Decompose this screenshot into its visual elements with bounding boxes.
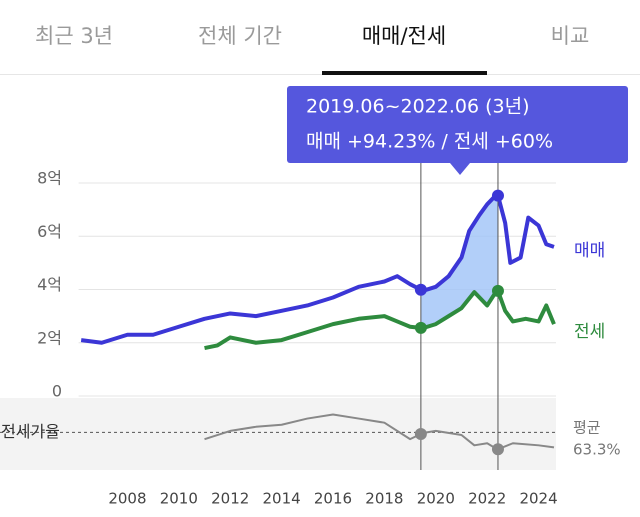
y-tick-label: 4억 — [37, 275, 62, 294]
x-tick-label: 2018 — [365, 490, 403, 508]
x-tick-label: 2010 — [160, 490, 198, 508]
ratio-average-value: 63.3% — [573, 441, 621, 459]
y-tick-label: 8억 — [37, 169, 62, 188]
line — [204, 287, 556, 351]
tooltip-pointer — [450, 163, 470, 175]
tab-active[interactable]: 매매/전세 — [362, 24, 446, 48]
marker — [414, 283, 427, 296]
tooltip-box — [287, 86, 628, 163]
x-tick-label: 2016 — [314, 490, 352, 508]
marker — [491, 443, 504, 456]
marker — [491, 189, 504, 202]
tab[interactable]: 최근 3년 — [35, 24, 113, 48]
x-tick-label: 2020 — [417, 490, 455, 508]
ratio-panel — [0, 398, 556, 470]
tab-divider — [0, 74, 640, 75]
legend-label: 전세 — [574, 322, 605, 342]
y-tick-label: 2억 — [37, 328, 62, 347]
legend-label: 매매 — [574, 241, 605, 261]
x-tick-label: 2012 — [211, 490, 249, 508]
x-tick-label: 2008 — [108, 490, 146, 508]
tab[interactable]: 전체 기간 — [198, 24, 282, 48]
tab[interactable]: 비교 — [551, 24, 590, 48]
marker — [491, 284, 504, 297]
x-tick-label: 2014 — [263, 490, 301, 508]
tooltip: 2019.06~2022.06 (3년) 매매 +94.23% / 전세 +60… — [287, 86, 628, 175]
x-tick-label: 2024 — [519, 490, 557, 508]
marker — [414, 427, 427, 440]
tooltip-period: 2019.06~2022.06 (3년) — [306, 96, 530, 118]
tab-underline — [322, 71, 487, 75]
ratio-average-title: 평균 — [573, 419, 601, 437]
marker — [414, 321, 427, 334]
ratio-label: 전세가율 — [1, 422, 60, 441]
y-tick-label: 0 — [52, 382, 62, 401]
tooltip-change: 매매 +94.23% / 전세 +60% — [306, 131, 553, 153]
y-tick-label: 6억 — [37, 222, 62, 241]
x-tick-label: 2022 — [468, 490, 506, 508]
